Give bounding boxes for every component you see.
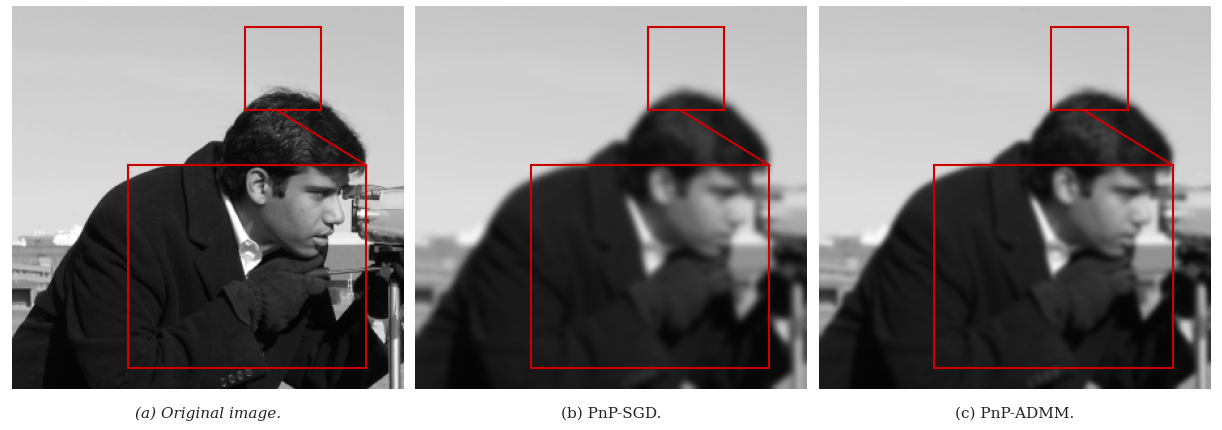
Bar: [648, 28, 725, 110]
Text: (b) PnP-SGD.: (b) PnP-SGD.: [561, 407, 661, 421]
Bar: [530, 165, 770, 368]
Bar: [934, 165, 1173, 368]
Bar: [1051, 28, 1128, 110]
Bar: [244, 28, 321, 110]
Text: (a) Original image.: (a) Original image.: [134, 406, 281, 421]
Bar: [127, 165, 367, 368]
Text: (c) PnP-ADMM.: (c) PnP-ADMM.: [954, 407, 1074, 421]
